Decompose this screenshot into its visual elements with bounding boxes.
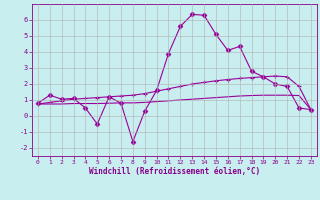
X-axis label: Windchill (Refroidissement éolien,°C): Windchill (Refroidissement éolien,°C): [89, 167, 260, 176]
